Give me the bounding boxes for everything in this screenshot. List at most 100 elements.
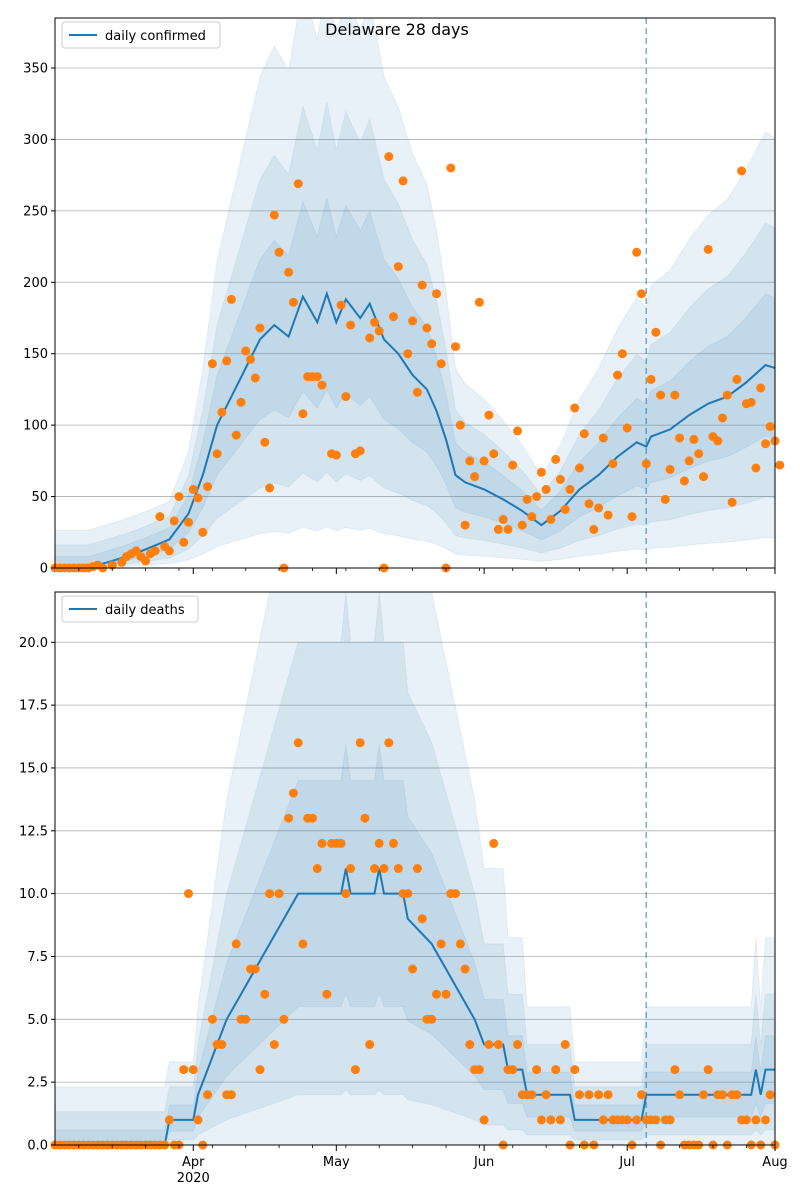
x-tick-label: May: [323, 1155, 350, 1170]
observed-point: [250, 964, 260, 974]
observed-point: [384, 738, 394, 748]
observed-point: [231, 939, 241, 949]
observed-point: [575, 463, 584, 473]
observed-point: [503, 524, 513, 534]
observed-point: [679, 476, 689, 486]
observed-point: [484, 410, 494, 420]
y-tick-label: 350: [23, 62, 48, 77]
observed-point: [164, 546, 174, 556]
observed-point: [513, 1040, 522, 1049]
observed-point: [765, 422, 775, 432]
observed-point: [374, 838, 384, 848]
observed-point: [222, 356, 232, 366]
y-tick-label: 300: [23, 133, 48, 148]
observed-point: [579, 429, 589, 439]
legend-label: daily confirmed: [105, 29, 206, 44]
observed-point: [107, 560, 117, 570]
observed-point: [570, 1065, 580, 1075]
y-tick-label: 17.5: [19, 699, 48, 714]
observed-point: [684, 456, 694, 466]
observed-point: [241, 346, 251, 356]
observed-point: [312, 864, 322, 873]
observed-point: [226, 294, 236, 304]
observed-point: [751, 463, 761, 473]
y-tick-label: 20.0: [19, 636, 48, 651]
observed-point: [517, 520, 527, 530]
legend-box: [61, 595, 199, 623]
observed-point: [370, 317, 379, 327]
observed-point: [427, 339, 437, 349]
observed-point: [751, 1115, 761, 1125]
observed-point: [298, 939, 308, 949]
observed-point: [417, 914, 427, 924]
observed-point: [508, 460, 518, 470]
observed-point: [212, 449, 222, 459]
observed-point: [184, 889, 193, 899]
observed-point: [379, 864, 389, 873]
x-tick-label: Jul: [618, 1155, 635, 1170]
observed-point: [598, 433, 608, 443]
observed-point: [455, 939, 465, 949]
observed-point: [174, 492, 184, 502]
observed-point: [699, 1090, 708, 1100]
observed-point: [436, 939, 446, 949]
observed-point: [632, 247, 642, 257]
legend: daily confirmed: [61, 21, 221, 49]
observed-point: [775, 460, 785, 470]
observed-point: [598, 1115, 608, 1125]
y-tick-label: 0: [40, 562, 48, 577]
observed-point: [555, 1115, 565, 1125]
observed-point: [184, 517, 193, 527]
observed-point: [436, 359, 446, 369]
observed-point: [732, 1090, 742, 1100]
observed-point: [608, 459, 618, 469]
observed-point: [269, 1040, 279, 1049]
observed-point: [203, 482, 213, 492]
observed-point: [603, 1090, 613, 1100]
observed-points: [50, 152, 785, 573]
observed-point: [689, 434, 699, 444]
observed-point: [255, 323, 265, 333]
observed-point: [293, 738, 303, 748]
observed-point: [741, 1115, 751, 1125]
observed-point: [470, 472, 480, 482]
observed-point: [255, 1065, 265, 1075]
x-tick-label: Apr: [182, 1155, 205, 1170]
observed-point: [370, 864, 379, 873]
observed-point: [164, 1115, 174, 1125]
observed-point: [374, 326, 384, 336]
observed-point: [551, 454, 561, 464]
observed-point: [422, 323, 432, 333]
observed-point: [603, 510, 613, 520]
observed-point: [432, 289, 441, 299]
observed-point: [408, 964, 418, 974]
observed-point: [288, 788, 298, 798]
observed-point: [193, 1115, 203, 1125]
uncertainty-band: [55, 197, 775, 568]
observed-point: [675, 1090, 685, 1100]
observed-point: [336, 300, 346, 310]
observed-point: [441, 989, 451, 999]
observed-point: [355, 738, 365, 748]
observed-point: [432, 989, 441, 999]
observed-point: [746, 397, 756, 407]
observed-point: [665, 1115, 675, 1125]
observed-point: [279, 1014, 289, 1024]
observed-point: [365, 1040, 375, 1049]
observed-point: [188, 484, 198, 494]
observed-point: [403, 889, 413, 899]
y-tick-label: 50: [31, 490, 48, 505]
panel-0: 0 50 100 150 200 250 300 350 daily confirmed: [23, 17, 785, 577]
observed-point: [465, 1040, 475, 1049]
observed-point: [346, 320, 356, 330]
observed-point: [207, 1014, 217, 1024]
observed-point: [246, 354, 255, 364]
legend-box: [61, 21, 221, 49]
observed-point: [284, 813, 294, 823]
observed-point: [694, 449, 704, 459]
observed-point: [665, 464, 675, 474]
legend: daily deaths: [61, 595, 199, 623]
y-tick-label: 5.0: [27, 1013, 48, 1028]
observed-point: [498, 514, 508, 524]
